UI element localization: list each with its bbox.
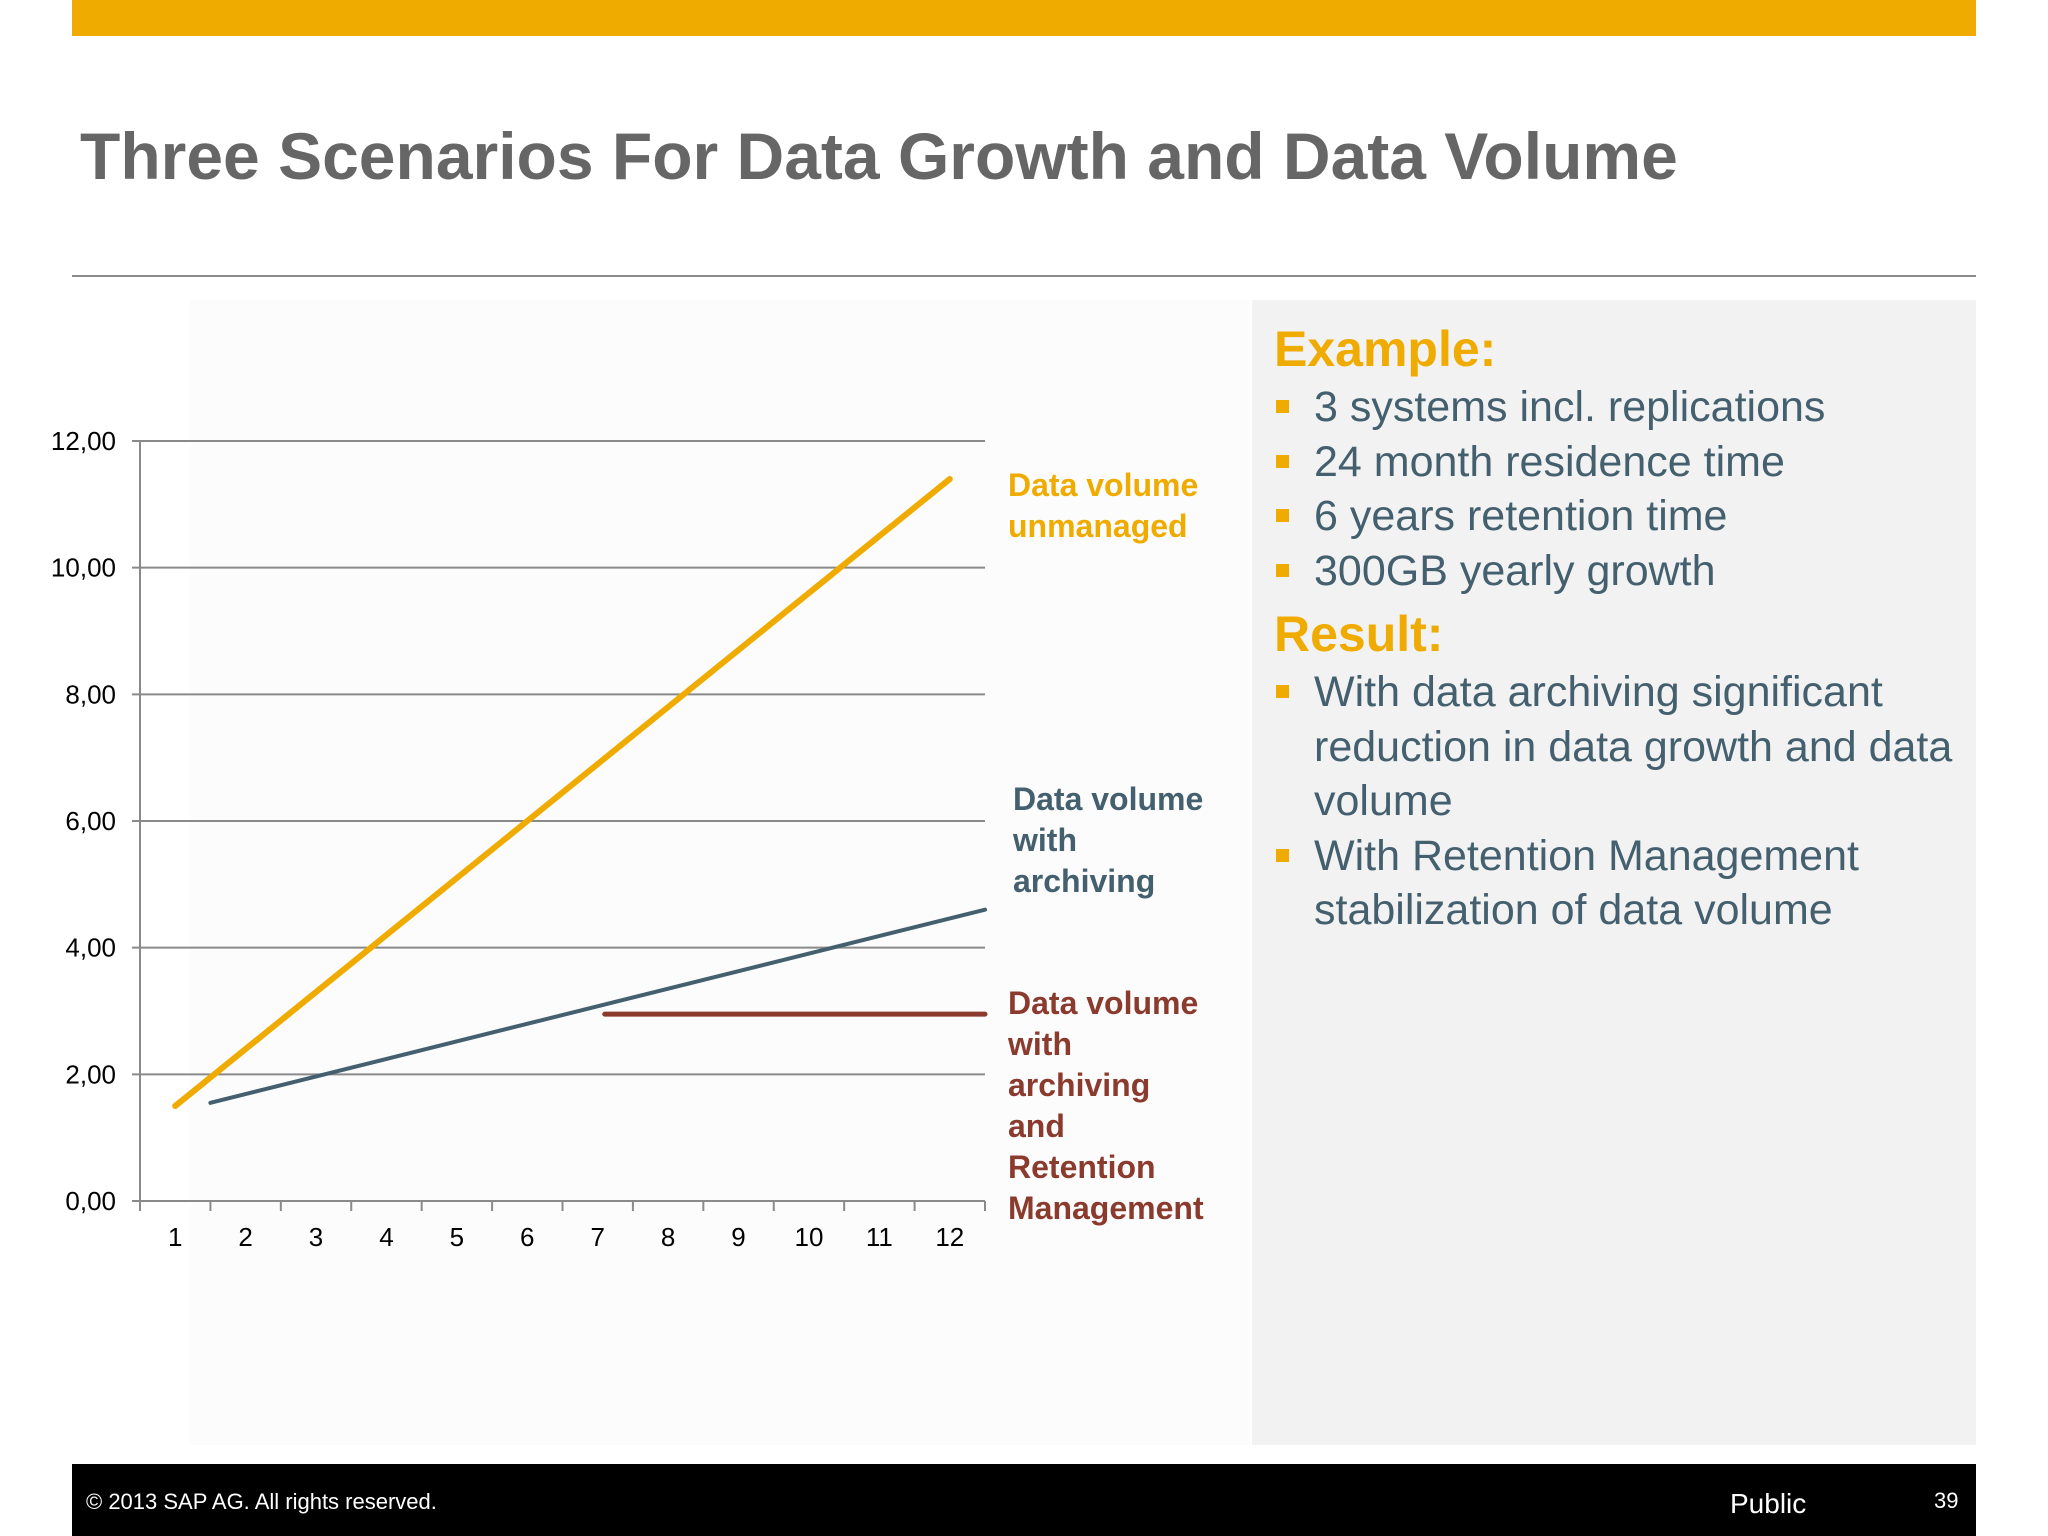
- series-label: Data volume: [1013, 781, 1203, 817]
- result-heading: Result:: [1274, 606, 1444, 662]
- bullet-square-icon: [1276, 509, 1289, 522]
- copyright-notice: © 2013 SAP AG. All rights reserved.: [86, 1489, 437, 1514]
- example-item: 24 month residence time: [1274, 435, 1954, 490]
- x-tick-label: 11: [866, 1222, 893, 1252]
- series-label: Retention: [1008, 1149, 1156, 1185]
- chart-series: [172, 476, 988, 1109]
- chart-series-labels: Data volume unmanaged Data volume with archi…: [1007, 467, 1204, 1226]
- example-item: 3 systems incl. replications: [1274, 380, 1954, 435]
- y-tick-label: 6,00: [65, 806, 116, 836]
- x-tick-label: 7: [590, 1222, 604, 1252]
- chart-axes: [132, 441, 986, 1211]
- x-tick-label: 1: [168, 1222, 182, 1252]
- example-heading: Example:: [1274, 321, 1497, 377]
- result-item: With data archiving significant reductio…: [1274, 665, 1954, 829]
- example-list: 3 systems incl. replications 24 month re…: [1274, 380, 1954, 598]
- bullet-square-icon: [1276, 563, 1289, 577]
- x-tick-label: 5: [450, 1222, 464, 1252]
- top-accent-bar: [72, 0, 1976, 36]
- example-item: 6 years retention time: [1274, 489, 1954, 544]
- bullet-square-icon: [1276, 454, 1289, 468]
- page-number: 39: [1934, 1488, 1959, 1513]
- result-item: With Retention Management stabilization …: [1274, 829, 1954, 938]
- series-label: Management: [1008, 1190, 1204, 1226]
- bullet-square-icon: [1276, 848, 1289, 862]
- slide-title: Three Scenarios For Data Growth and Data…: [80, 119, 1678, 193]
- info-panel: Example: 3 systems incl. replications 24…: [1252, 300, 1976, 1445]
- title-divider: [72, 275, 1976, 277]
- series-line: [172, 476, 953, 1109]
- series-label: Data volume: [1008, 985, 1198, 1021]
- series-label: with: [1012, 822, 1077, 858]
- series-line: [208, 907, 987, 1105]
- y-tick-label: 4,00: [65, 933, 116, 963]
- x-tick-label: 12: [935, 1222, 964, 1252]
- classification-label: Public: [1730, 1488, 1807, 1519]
- series-label: and: [1008, 1108, 1065, 1144]
- chart-gridlines: [132, 440, 985, 1076]
- y-tick-label: 12,00: [51, 426, 116, 456]
- series-label: Data volume: [1008, 467, 1198, 503]
- example-item: 300GB yearly growth: [1274, 544, 1954, 599]
- series-label: archiving: [1008, 1067, 1150, 1103]
- chart-background: [190, 300, 1250, 1445]
- x-tick-label: 2: [238, 1222, 252, 1252]
- x-tick-label: 4: [379, 1222, 393, 1252]
- bullet-square-icon: [1276, 685, 1289, 698]
- y-tick-label: 10,00: [51, 553, 116, 583]
- y-tick-label: 0,00: [65, 1186, 116, 1216]
- footer: © 2013 SAP AG. All rights reserved. Publ…: [72, 1464, 1976, 1536]
- series-label: with: [1007, 1026, 1072, 1062]
- x-tick-label: 10: [794, 1222, 823, 1252]
- x-tick-label: 6: [520, 1222, 534, 1252]
- x-tick-label: 8: [661, 1222, 675, 1252]
- result-list: With data archiving significant reductio…: [1274, 665, 1954, 938]
- series-label: unmanaged: [1008, 508, 1188, 544]
- y-tick-label: 2,00: [65, 1059, 116, 1089]
- bullet-square-icon: [1276, 400, 1289, 413]
- x-tick-label: 3: [309, 1222, 323, 1252]
- y-tick-label: 8,00: [65, 679, 116, 709]
- series-label: archiving: [1013, 863, 1155, 899]
- x-tick-label: 9: [731, 1222, 745, 1252]
